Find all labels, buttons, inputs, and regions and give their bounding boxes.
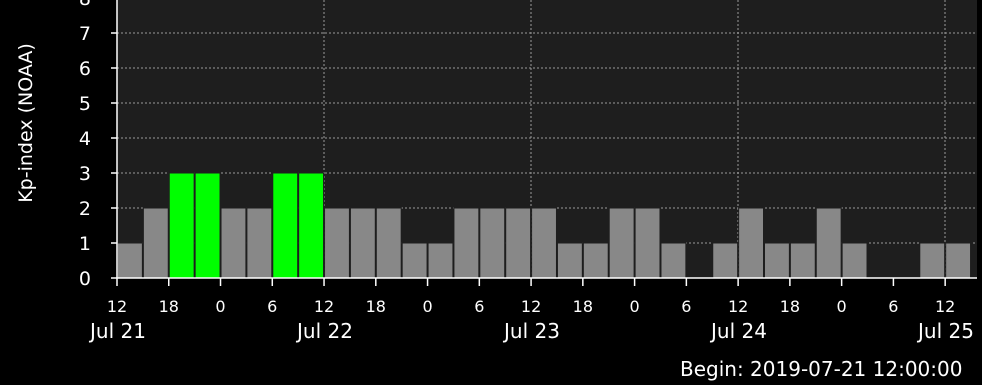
x-hour-label: 12 [935, 297, 955, 316]
y-axis-label: Kp-index (NOAA) [15, 43, 37, 203]
kp-bar [349, 207, 376, 279]
x-hour-label: 12 [728, 297, 748, 316]
kp-bar [945, 242, 972, 279]
y-tick-label: 2 [79, 198, 91, 220]
kp-bar [453, 207, 480, 279]
kp-bar [479, 207, 506, 279]
kp-bar [738, 207, 764, 279]
x-hour-label: 18 [573, 297, 593, 316]
y-tick-label: 8 [79, 0, 91, 10]
x-day-label: Jul 22 [295, 319, 353, 343]
kp-bar [608, 207, 635, 279]
kp-bar [220, 207, 247, 279]
x-hour-label: 12 [107, 297, 127, 316]
kp-bar [841, 242, 868, 279]
kp-bar [194, 172, 221, 279]
kp-bar [375, 207, 402, 279]
kp-bar [556, 242, 583, 279]
x-day-label: Jul 23 [502, 319, 560, 343]
x-hour-label: 0 [837, 297, 847, 316]
kp-bar [712, 242, 739, 279]
x-hour-label: 0 [215, 297, 225, 316]
x-hour-label: 12 [314, 297, 334, 316]
kp-bar [789, 242, 816, 279]
y-tick-label: 5 [79, 93, 91, 115]
x-day-label: Jul 25 [916, 319, 974, 343]
x-hour-label: 18 [159, 297, 179, 316]
kp-bar [401, 242, 428, 279]
x-hour-label: 12 [521, 297, 541, 316]
kp-bar [582, 242, 609, 279]
y-tick-label: 1 [79, 233, 91, 255]
tick-labels: 01234567812180612180612180612180612Jul 2… [79, 0, 974, 343]
x-hour-label: 6 [474, 297, 484, 316]
kp-bar [764, 242, 790, 279]
y-tick-label: 0 [79, 268, 91, 290]
kp-bar [531, 207, 557, 279]
kp-bar [634, 207, 661, 279]
x-hour-label: 18 [366, 297, 386, 316]
kp-bar [427, 242, 454, 279]
kp-bar [919, 242, 946, 279]
x-hour-label: 6 [267, 297, 277, 316]
begin-timestamp: Begin: 2019-07-21 12:00:00 [680, 357, 963, 381]
y-tick-label: 7 [79, 23, 91, 45]
kp-bar [168, 172, 195, 279]
x-hour-label: 0 [422, 297, 432, 316]
bars [117, 172, 972, 279]
kp-bar [142, 207, 169, 279]
y-tick-label: 4 [79, 128, 91, 150]
x-day-label: Jul 21 [88, 319, 146, 343]
x-day-label: Jul 24 [709, 319, 767, 343]
kp-bar [660, 242, 687, 279]
kp-bar [117, 242, 143, 279]
kp-bar [246, 207, 273, 279]
kp-bar [324, 207, 350, 279]
kp-bar [505, 207, 532, 279]
y-tick-label: 6 [79, 58, 91, 80]
x-hour-label: 18 [780, 297, 800, 316]
x-hour-label: 6 [681, 297, 691, 316]
x-hour-label: 6 [888, 297, 898, 316]
x-hour-label: 0 [630, 297, 640, 316]
y-tick-label: 3 [79, 163, 91, 185]
axes [111, 0, 977, 286]
kp-bar [298, 172, 325, 279]
kp-bar [272, 172, 299, 279]
kp-bar [815, 207, 842, 279]
